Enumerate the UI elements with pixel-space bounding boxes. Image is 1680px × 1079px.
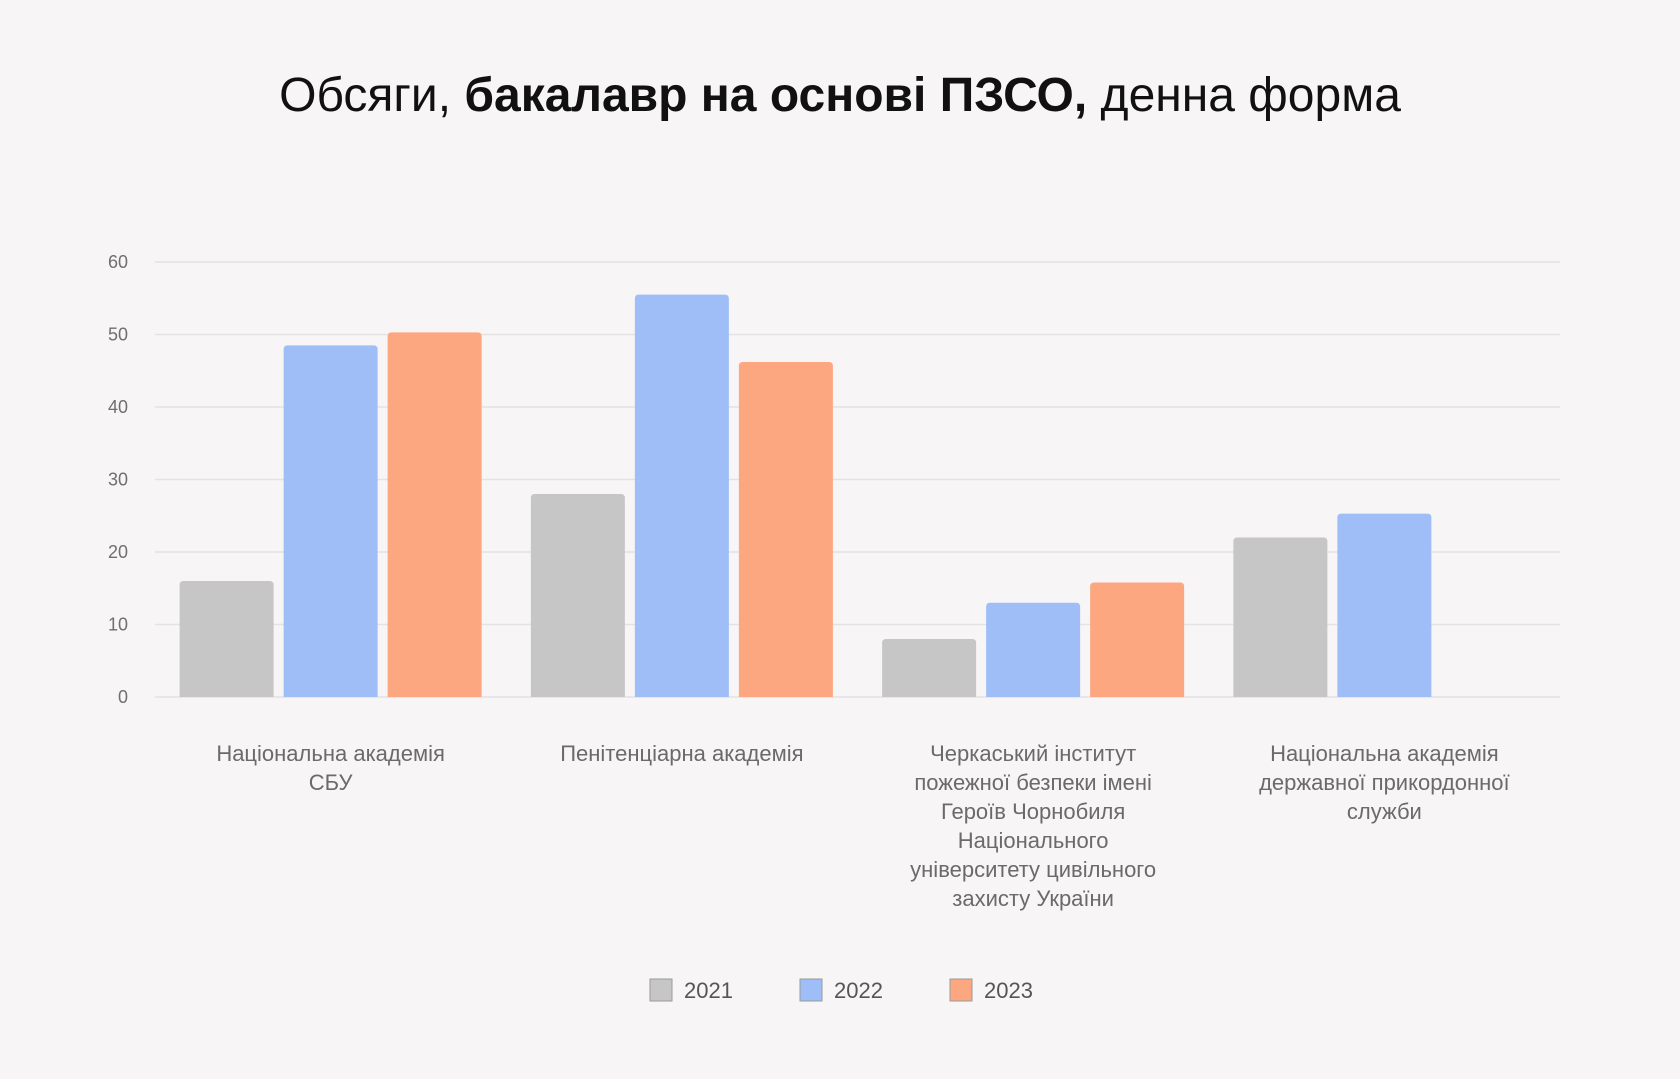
category-label-line: Національна академія [1270,741,1499,766]
chart-title: Обсяги, бакалавр на основі ПЗСО, денна ф… [0,68,1680,123]
y-tick-label: 60 [108,252,128,272]
category-label-line: пожежної безпеки імені [914,770,1152,795]
y-tick-label: 40 [108,397,128,417]
category-label-line: служби [1347,799,1422,824]
legend-swatch [649,978,673,1002]
category-labels: Національна академія СБУ Пенітенціарна ака… [216,741,1509,911]
category-label: Національна академія державної прикордонн… [1259,741,1510,824]
title-suffix: денна форма [1087,69,1401,122]
bar-2021 [882,639,977,697]
category-label-line: Національного [958,828,1109,853]
category-label-line: Героїв Чорнобиля [941,799,1125,824]
bar-2021 [1233,537,1328,697]
bars [179,294,1432,697]
bar-2021 [530,494,625,697]
legend-label: 2021 [684,978,733,1003]
y-tick-label: 30 [108,470,128,490]
title-prefix: Обсяги, [279,69,465,122]
category-label: Пенітенціарна академія [560,741,803,766]
bar-2023 [738,362,833,697]
category-label-line: Черкаський інститут [930,741,1136,766]
y-tick-label: 0 [118,687,128,707]
category-label: Черкаський інститут пожежної безпеки імен… [910,741,1156,911]
category-label: Національна академія СБУ [216,741,445,795]
bar-2023 [387,332,482,697]
category-label-line: Пенітенціарна академія [560,741,803,766]
legend-swatch [949,978,973,1002]
category-label-line: СБУ [309,770,354,795]
title-bold: бакалавр на основі ПЗСО, [464,69,1088,122]
category-label-line: державної прикордонної [1259,770,1510,795]
category-label-line: університету цивільного [910,857,1156,882]
bar-2022 [1337,513,1432,697]
bar-2023 [1090,582,1185,697]
category-label-line: Національна академія [216,741,445,766]
y-tick-label: 20 [108,542,128,562]
y-tick-label: 50 [108,325,128,345]
y-axis-ticks: 0 10 20 30 40 50 60 [108,252,128,707]
y-tick-label: 10 [108,615,128,635]
bar-2022 [986,602,1081,697]
legend: 2021 2022 2023 [649,978,1033,1003]
bar-2022 [634,294,729,697]
bar-2021 [179,581,274,697]
legend-swatch [799,978,823,1002]
legend-label: 2023 [984,978,1033,1003]
bar-2022 [283,345,378,697]
category-label-line: захисту України [952,886,1114,911]
legend-label: 2022 [834,978,883,1003]
